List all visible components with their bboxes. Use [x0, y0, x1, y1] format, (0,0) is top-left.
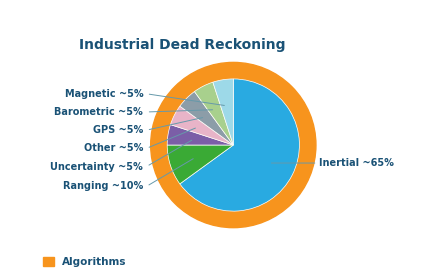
Text: Ranging ~10%: Ranging ~10% [63, 181, 143, 191]
Wedge shape [180, 79, 299, 211]
Text: Industrial Dead Reckoning: Industrial Dead Reckoning [79, 38, 285, 52]
Legend: Algorithms: Algorithms [39, 252, 131, 271]
Wedge shape [167, 125, 233, 145]
Text: Inertial ~65%: Inertial ~65% [319, 158, 394, 168]
Text: Uncertainty ~5%: Uncertainty ~5% [50, 162, 143, 172]
Wedge shape [213, 79, 233, 145]
Text: Magnetic ~5%: Magnetic ~5% [65, 89, 143, 99]
Wedge shape [195, 82, 233, 145]
Text: Other ~5%: Other ~5% [84, 143, 143, 153]
Wedge shape [170, 106, 233, 145]
Circle shape [151, 62, 316, 228]
Text: GPS ~5%: GPS ~5% [93, 125, 143, 135]
Text: Barometric ~5%: Barometric ~5% [55, 107, 143, 117]
Wedge shape [180, 92, 233, 145]
Wedge shape [167, 145, 233, 184]
